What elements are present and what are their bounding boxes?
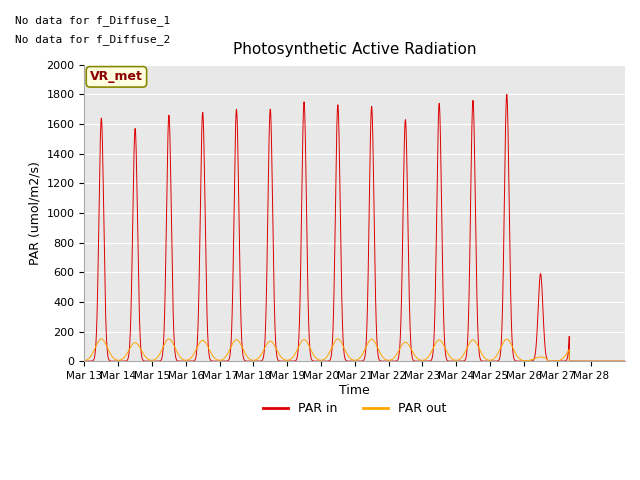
Legend: PAR in, PAR out: PAR in, PAR out [259,397,451,420]
Text: VR_met: VR_met [90,71,143,84]
Title: Photosynthetic Active Radiation: Photosynthetic Active Radiation [233,42,476,57]
Y-axis label: PAR (umol/m2/s): PAR (umol/m2/s) [28,161,41,265]
X-axis label: Time: Time [339,384,370,396]
Text: No data for f_Diffuse_2: No data for f_Diffuse_2 [15,35,170,45]
Text: No data for f_Diffuse_1: No data for f_Diffuse_1 [15,15,170,26]
